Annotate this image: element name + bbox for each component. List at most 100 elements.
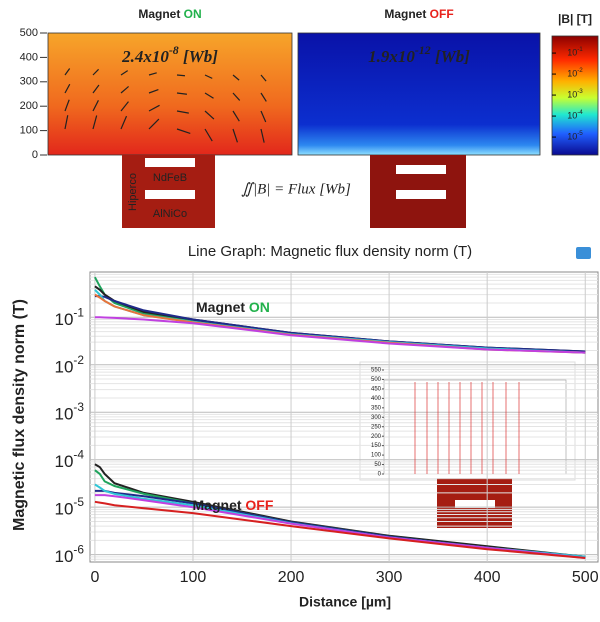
flux-value: 2.4x10-8 [Wb] bbox=[121, 43, 218, 66]
y-tick-label: 10-3 bbox=[55, 400, 85, 423]
highlight: ON bbox=[184, 7, 202, 21]
field-arrow bbox=[120, 86, 129, 94]
colorbar-tick-label: 10-3 bbox=[567, 88, 583, 99]
flux-value: 1.9x10-12 [Wb] bbox=[368, 43, 470, 66]
field-arrow bbox=[260, 92, 267, 102]
colorbar-tick-label: 10-2 bbox=[567, 67, 583, 78]
graph-icon[interactable] bbox=[576, 247, 591, 259]
y-tick-label: 10-2 bbox=[55, 353, 85, 376]
chart-title: Line Graph: Magnetic flux density norm (… bbox=[188, 243, 472, 260]
field-arrow bbox=[148, 118, 160, 130]
field-arrow bbox=[64, 83, 71, 94]
highlight: OFF bbox=[430, 7, 454, 21]
inset-tick-label: 150 bbox=[371, 443, 382, 449]
inset-tick-label: 550 bbox=[371, 368, 382, 374]
field-arrow bbox=[92, 115, 98, 130]
inset-tick-label: 100 bbox=[371, 453, 382, 459]
inset-tick-label: 50 bbox=[374, 462, 381, 468]
material-label: AlNiCo bbox=[153, 208, 187, 220]
field-map-on bbox=[47, 32, 293, 156]
field-arrow bbox=[120, 101, 129, 112]
inset-tick-label: 350 bbox=[371, 405, 382, 411]
field-arrow bbox=[176, 110, 189, 114]
y-tick-label: 200 bbox=[20, 100, 38, 112]
field-arrow bbox=[260, 74, 267, 82]
highlight: ON bbox=[249, 299, 270, 315]
field-arrow bbox=[232, 74, 240, 81]
series-line bbox=[94, 500, 586, 559]
highlight: OFF bbox=[245, 497, 273, 513]
field-arrow bbox=[176, 74, 186, 77]
series-line bbox=[94, 494, 586, 559]
field-arrow bbox=[204, 74, 213, 79]
annotation: Magnet OFF bbox=[384, 7, 453, 21]
y-tick-label: 0 bbox=[32, 149, 38, 161]
y-tick-label: 400 bbox=[20, 51, 38, 63]
y-tick-label: 500 bbox=[20, 27, 38, 39]
y-tick-label: 10-6 bbox=[55, 543, 85, 566]
field-arrow bbox=[120, 115, 128, 130]
magnet-on bbox=[122, 155, 215, 228]
field-map-off bbox=[297, 32, 541, 156]
field-arrow bbox=[148, 88, 159, 94]
series-line bbox=[94, 463, 586, 558]
field-arrow bbox=[176, 128, 191, 134]
inset-tick-label: 500 bbox=[371, 377, 382, 383]
magnet-off bbox=[370, 155, 466, 228]
y-tick-label: 100 bbox=[20, 125, 38, 137]
field-arrow bbox=[232, 92, 241, 101]
colorbar-tick-label: 10-4 bbox=[567, 109, 583, 120]
field-arrow bbox=[232, 128, 238, 143]
field-arrow bbox=[204, 128, 213, 142]
material-label: NdFeB bbox=[153, 172, 187, 184]
field-arrow bbox=[64, 99, 70, 112]
colorbar bbox=[551, 35, 599, 156]
colorbar-tick-label: 10-5 bbox=[567, 130, 583, 141]
material-label: Hiperco bbox=[127, 173, 139, 211]
annotation: Magnet ON bbox=[196, 299, 270, 315]
annotation: Magnet OFF bbox=[193, 497, 274, 513]
x-tick-label: 0 bbox=[90, 569, 99, 586]
colorbar-tick-label: 10-1 bbox=[567, 46, 583, 57]
label: Magnet bbox=[138, 7, 180, 21]
inset-tick-label: 450 bbox=[371, 386, 382, 392]
field-arrow bbox=[176, 92, 187, 95]
y-tick-label: 10-5 bbox=[55, 495, 85, 518]
x-axis-label: Distance [µm] bbox=[299, 594, 391, 610]
equation: ∬|B| = Flux [Wb] bbox=[241, 181, 351, 197]
label: Magnet bbox=[384, 7, 426, 21]
field-arrow bbox=[92, 100, 99, 112]
inset-tick-label: 250 bbox=[371, 424, 382, 430]
x-tick-label: 100 bbox=[180, 569, 207, 586]
x-tick-label: 300 bbox=[376, 569, 403, 586]
annotation: Magnet ON bbox=[138, 7, 201, 21]
y-axis-label: Magnetic flux density norm (T) bbox=[11, 299, 28, 531]
field-arrow bbox=[148, 104, 160, 112]
inset bbox=[359, 361, 576, 528]
field-arrow bbox=[148, 72, 157, 76]
field-arrow bbox=[260, 128, 265, 143]
field-arrow bbox=[64, 115, 69, 130]
series-line bbox=[94, 295, 586, 353]
field-arrow bbox=[204, 110, 215, 120]
x-tick-label: 500 bbox=[572, 569, 599, 586]
inset-tick-label: 300 bbox=[371, 415, 382, 421]
field-arrow bbox=[204, 92, 214, 99]
y-tick-label: 300 bbox=[20, 76, 38, 88]
inset-tick-label: 0 bbox=[378, 472, 382, 478]
x-tick-label: 200 bbox=[278, 569, 305, 586]
field-arrow bbox=[120, 70, 129, 76]
y-tick-label: 10-1 bbox=[55, 305, 85, 328]
x-tick-label: 400 bbox=[474, 569, 501, 586]
label: Magnet bbox=[193, 497, 242, 513]
label: Magnet bbox=[196, 299, 245, 315]
field-arrow bbox=[232, 110, 240, 122]
inset-tick-label: 200 bbox=[371, 434, 382, 440]
field-arrow bbox=[92, 68, 100, 76]
field-arrow bbox=[92, 84, 100, 94]
inset-tick-label: 400 bbox=[371, 396, 382, 402]
series-line bbox=[94, 316, 586, 354]
y-tick-label: 10-4 bbox=[55, 448, 85, 471]
colorbar-title: |B| [T] bbox=[558, 12, 592, 26]
